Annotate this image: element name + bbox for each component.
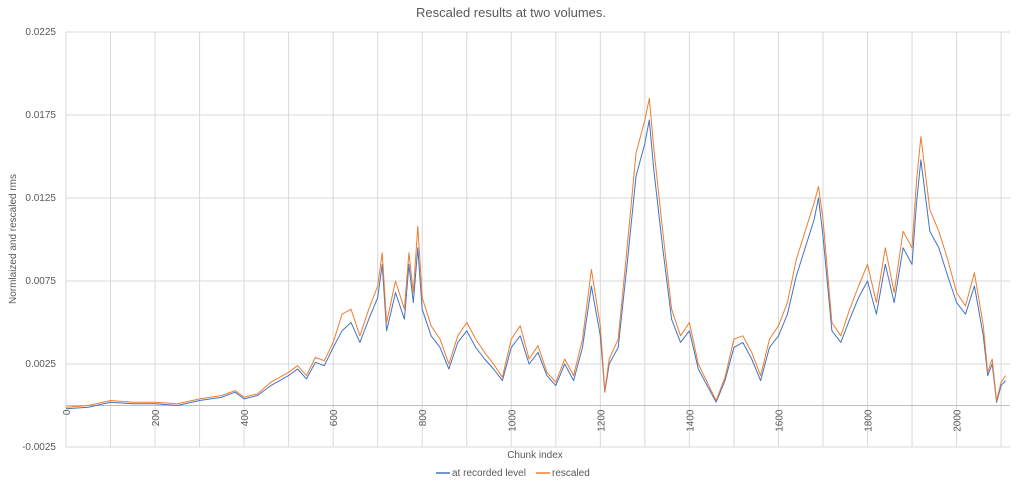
x-tick-label: 1800 bbox=[864, 409, 875, 432]
y-tick-label: 0.0225 bbox=[25, 27, 56, 38]
series-line-rescaled bbox=[65, 97, 1006, 408]
series-line-recorded-level bbox=[65, 119, 1006, 410]
x-tick-label: 400 bbox=[240, 409, 251, 426]
legend: at recorded level rescaled bbox=[436, 468, 590, 479]
series-layer bbox=[65, 97, 1006, 410]
chart-title: Rescaled results at two volumes. bbox=[416, 5, 606, 20]
y-axis-title: Normlaized and rescaled rms bbox=[8, 174, 19, 304]
x-axis-title: Chunk index bbox=[507, 450, 563, 461]
legend-label: at recorded level bbox=[452, 468, 526, 479]
x-tick-label: 1000 bbox=[507, 409, 518, 432]
x-tick-label: 2000 bbox=[953, 409, 964, 432]
x-tick-labels: 0 200 400 600 800 1000 1200 1400 1600 1800 2000 bbox=[62, 409, 964, 432]
y-tick-label: 0.0025 bbox=[25, 359, 56, 370]
x-tick-label: 800 bbox=[418, 409, 429, 426]
x-tick-label: 600 bbox=[329, 409, 340, 426]
x-tick-label: 1200 bbox=[596, 409, 607, 432]
x-tick-label: 1600 bbox=[774, 409, 785, 432]
y-tick-label: 0.0125 bbox=[25, 193, 56, 204]
y-tick-label: -0.0025 bbox=[22, 442, 56, 453]
x-tick-label: 0 bbox=[62, 409, 73, 415]
x-tick-label: 200 bbox=[151, 409, 162, 426]
y-tick-label: 0.0175 bbox=[25, 110, 56, 121]
y-tick-label: 0.0075 bbox=[25, 276, 56, 287]
x-tick-label: 1400 bbox=[685, 409, 696, 432]
y-tick-labels: -0.0025 0.0025 0.0075 0.0125 0.0175 0.0225 bbox=[22, 27, 56, 453]
vertical-gridlines bbox=[65, 32, 1002, 447]
legend-label: rescaled bbox=[552, 468, 590, 479]
horizontal-gridlines bbox=[66, 31, 1010, 448]
